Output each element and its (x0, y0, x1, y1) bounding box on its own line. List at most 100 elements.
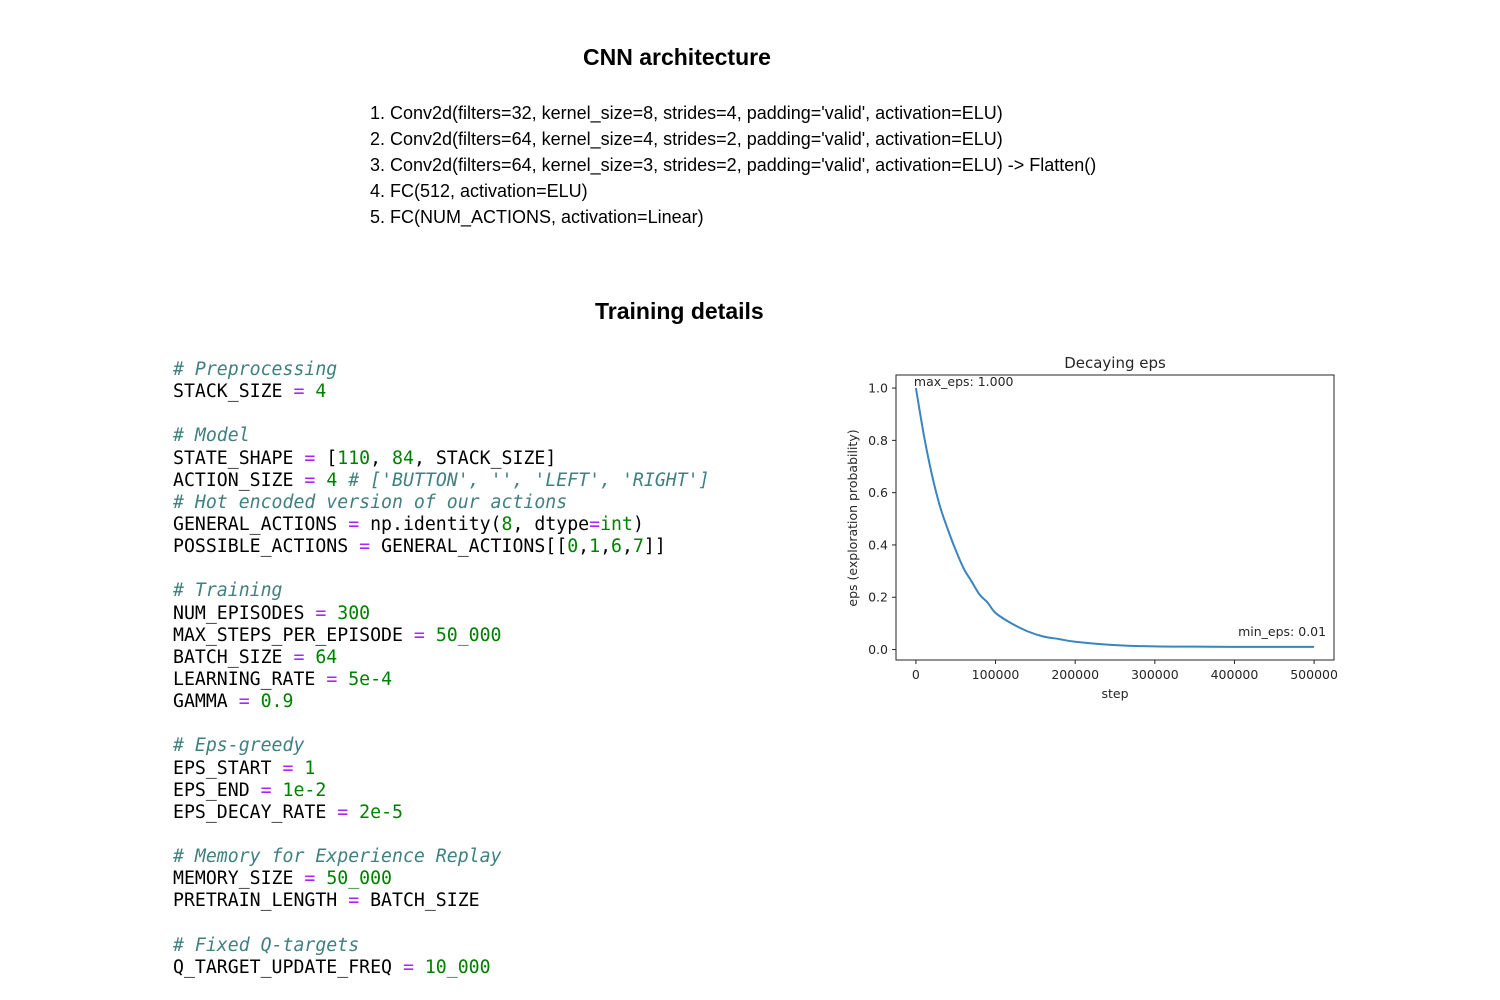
code-variable: GENERAL_ACTIONS (173, 513, 338, 535)
y-tick-label: 0.4 (868, 537, 888, 552)
code-value: 4 (315, 381, 327, 403)
code-value: 50_000 (435, 624, 502, 646)
code-line: BATCH_SIZE = 64 (173, 646, 338, 668)
decaying-eps-chart: Decaying eps 0.0 0.2 0.4 0.6 0.8 1.0 0 100000 2… (845, 354, 1338, 701)
code-line: EPS_END = 1e-2 (173, 779, 327, 801)
code-value: 8 (501, 513, 513, 535)
x-tick-label: 500000 (1290, 667, 1338, 682)
code-line (173, 403, 710, 425)
code-value: 10_000 (424, 956, 491, 978)
code-call: np.identity( (370, 513, 502, 535)
code-variable: EPS_START (173, 757, 272, 779)
code-value: 300 (337, 602, 371, 624)
code-variable: BATCH_SIZE (173, 646, 283, 668)
code-value: 50_000 (326, 868, 393, 890)
code-line: EPS_DECAY_RATE = 2e-5 (173, 801, 403, 823)
y-tick-label: 0.6 (868, 485, 888, 500)
code-variable: STACK_SIZE (435, 447, 546, 469)
code-value: 1e-2 (282, 779, 327, 801)
training-config-code-block: # Preprocessing STACK_SIZE = 4 # Model S… (173, 359, 710, 979)
code-line: NUM_EPISODES = 300 (173, 602, 371, 624)
plot-area-frame (895, 374, 1335, 661)
cnn-architecture-heading: CNN architecture (583, 44, 771, 70)
code-line: STATE_SHAPE = [110, 84, STACK_SIZE] (173, 447, 557, 469)
code-comment: # Eps-greedy (173, 735, 305, 757)
x-tick-label: 100000 (972, 667, 1020, 682)
code-line: GAMMA = 0.9 (173, 691, 294, 713)
code-comment: # Memory for Experience Replay (173, 846, 502, 868)
code-line: # Training (173, 580, 710, 602)
architecture-layer-item: 5. FC(NUM_ACTIONS, activation=Linear) (370, 207, 704, 227)
x-tick-label: 0 (912, 667, 920, 682)
code-variable: NUM_EPISODES (173, 602, 305, 624)
code-value: 1 (304, 757, 316, 779)
code-line: Q_TARGET_UPDATE_FREQ = 10_000 (173, 956, 491, 978)
code-line (173, 824, 710, 846)
code-line: STACK_SIZE = 4 (173, 381, 327, 403)
min-eps-annotation: min_eps: 0.01 (1238, 624, 1326, 639)
chart-title: Decaying eps (1064, 354, 1166, 372)
code-variable: EPS_DECAY_RATE (173, 801, 327, 823)
code-variable: MEMORY_SIZE (173, 868, 294, 890)
code-line: POSSIBLE_ACTIONS = GENERAL_ACTIONS[[0,1,… (173, 536, 666, 558)
code-variable: PRETRAIN_LENGTH (173, 890, 338, 912)
code-value: 84 (392, 447, 414, 469)
code-value: 5e-4 (348, 668, 393, 690)
code-builtin: int (600, 513, 633, 535)
code-line: # Model (173, 425, 710, 447)
eps-decay-line (914, 387, 1315, 648)
code-line (173, 913, 710, 935)
architecture-layer-item: 1. Conv2d(filters=32, kernel_size=8, str… (370, 103, 1003, 123)
code-line: LEARNING_RATE = 5e-4 (173, 668, 393, 690)
x-tick-label: 300000 (1131, 667, 1179, 682)
code-line: ACTION_SIZE = 4 # ['BUTTON', '', 'LEFT',… (173, 469, 710, 491)
architecture-layer-item: 4. FC(512, activation=ELU) (370, 181, 588, 201)
y-tick-label: 1.0 (868, 381, 888, 396)
code-value: 64 (315, 646, 338, 668)
y-axis-ticks: 0.0 0.2 0.4 0.6 0.8 1.0 (868, 381, 896, 657)
x-axis-label: step (1101, 686, 1128, 701)
code-line: # Preprocessing (173, 359, 710, 381)
code-line: # Hot encoded version of our actions (173, 492, 710, 514)
code-variable: STATE_SHAPE (173, 447, 294, 469)
code-variable: GAMMA (173, 691, 228, 713)
x-tick-label: 200000 (1051, 667, 1099, 682)
code-variable: STACK_SIZE (173, 381, 283, 403)
code-variable: LEARNING_RATE (173, 668, 316, 690)
y-tick-label: 0.8 (868, 433, 888, 448)
y-tick-label: 0.0 (868, 642, 888, 657)
code-value: 2e-5 (359, 801, 403, 823)
code-line: # Eps-greedy (173, 735, 710, 757)
code-line: MEMORY_SIZE = 50_000 (173, 868, 393, 890)
code-line: GENERAL_ACTIONS = np.identity(8, dtype=i… (173, 513, 644, 535)
code-variable: POSSIBLE_ACTIONS (173, 536, 349, 558)
code-value: 110 (337, 447, 371, 469)
x-axis-ticks: 0 100000 200000 300000 400000 500000 (912, 660, 1338, 682)
code-comment: # ['BUTTON', '', 'LEFT', 'RIGHT'] (348, 469, 710, 491)
training-details-heading: Training details (595, 298, 764, 324)
y-tick-label: 0.2 (868, 590, 888, 605)
code-value: 0 (567, 536, 579, 558)
code-line: # Fixed Q-targets (173, 935, 710, 957)
code-line (173, 713, 710, 735)
code-line: MAX_STEPS_PER_EPISODE = 50_000 (173, 624, 502, 646)
code-line: # Memory for Experience Replay (173, 846, 710, 868)
max-eps-annotation: max_eps: 1.000 (914, 374, 1014, 389)
architecture-layer-list: 1. Conv2d(filters=32, kernel_size=8, str… (370, 100, 1096, 230)
code-value: 1 (589, 536, 601, 558)
code-comment: # Preprocessing (173, 359, 338, 380)
architecture-layer-item: 2. Conv2d(filters=64, kernel_size=4, str… (370, 129, 1003, 149)
code-line (173, 558, 710, 580)
code-value: 4 (326, 469, 338, 491)
code-variable: EPS_END (173, 779, 250, 801)
code-variable: Q_TARGET_UPDATE_FREQ (173, 956, 392, 978)
code-line: EPS_START = 1 (173, 757, 316, 779)
code-comment: # Fixed Q-targets (173, 934, 360, 956)
code-value: 0.9 (260, 691, 294, 713)
code-comment: # Hot encoded version of our actions (173, 491, 568, 513)
code-value: 6 (611, 536, 622, 558)
code-reference: GENERAL_ACTIONS[[ (381, 536, 568, 558)
code-value: 7 (632, 536, 644, 558)
code-keyword-arg: dtype (534, 513, 590, 535)
x-tick-label: 400000 (1211, 667, 1259, 682)
